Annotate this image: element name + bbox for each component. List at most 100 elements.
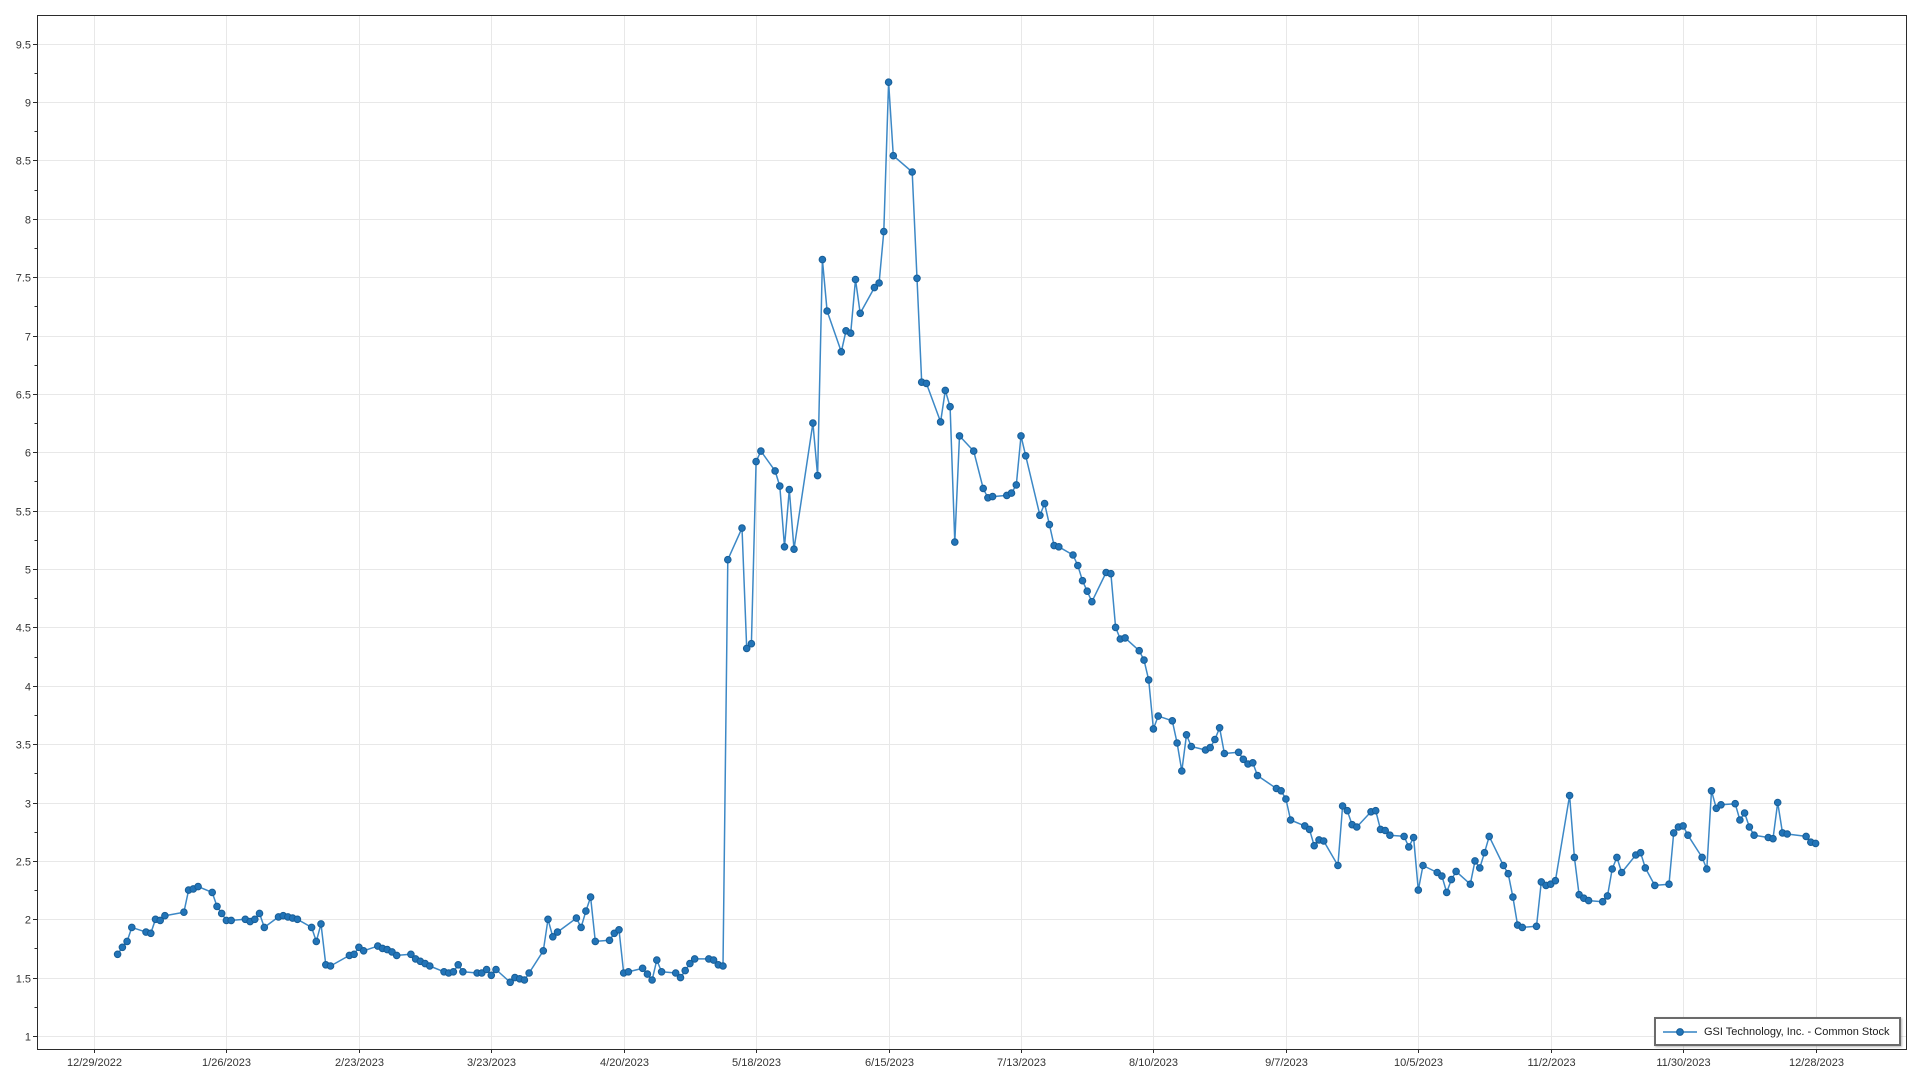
data-point xyxy=(1400,832,1408,841)
data-point xyxy=(1286,816,1295,824)
data-point xyxy=(813,471,822,480)
y-axis-tick-label: 9.5 xyxy=(16,40,31,52)
data-point xyxy=(1750,831,1758,840)
data-point xyxy=(1040,499,1049,508)
data-point xyxy=(671,969,680,977)
data-point xyxy=(1518,923,1527,932)
data-point xyxy=(1107,569,1115,578)
data-point xyxy=(851,275,860,284)
data-point xyxy=(1021,452,1030,460)
data-point xyxy=(251,915,259,924)
x-axis-tick-label: 12/29/2022 xyxy=(67,1057,122,1069)
data-point xyxy=(676,973,685,982)
data-point xyxy=(1045,520,1054,529)
data-point xyxy=(1452,867,1460,876)
data-point xyxy=(657,968,666,976)
data-point xyxy=(1405,843,1413,851)
data-point xyxy=(1811,839,1820,848)
data-point xyxy=(1414,886,1423,894)
data-point xyxy=(260,923,269,932)
data-point xyxy=(487,971,496,980)
data-point xyxy=(572,914,581,922)
data-point xyxy=(1419,861,1427,870)
data-point xyxy=(1802,832,1810,841)
data-point xyxy=(988,492,997,501)
data-point xyxy=(147,929,155,938)
data-point xyxy=(350,950,358,959)
data-point xyxy=(648,976,656,984)
data-point xyxy=(969,447,978,455)
data-point xyxy=(312,937,321,946)
data-point xyxy=(1442,888,1451,897)
data-point xyxy=(582,907,590,915)
data-point xyxy=(875,279,883,287)
data-point xyxy=(752,457,760,466)
data-point xyxy=(1740,809,1749,817)
legend[interactable]: GSI Technology, Inc. - Common Stock xyxy=(1654,1017,1901,1046)
data-point xyxy=(1698,853,1706,862)
data-point xyxy=(326,962,335,970)
data-point xyxy=(1769,834,1777,843)
data-point xyxy=(880,227,888,236)
data-point xyxy=(1551,876,1560,885)
data-point xyxy=(113,950,122,959)
data-point xyxy=(1282,795,1290,803)
data-point xyxy=(317,920,325,928)
data-point xyxy=(1707,787,1716,795)
data-point xyxy=(1641,864,1650,872)
x-axis: 12/29/2022 1/26/2023 2/23/2023 3/23/2023 4/2… xyxy=(67,1049,1844,1069)
data-point xyxy=(161,911,169,920)
data-point xyxy=(908,168,917,176)
y-axis-tick-label: 4 xyxy=(25,682,31,694)
data-point xyxy=(217,909,226,918)
data-point xyxy=(823,307,831,315)
data-point xyxy=(979,484,988,493)
data-point xyxy=(1381,826,1389,835)
data-point xyxy=(194,882,202,891)
data-point xyxy=(1017,432,1025,440)
y-axis-tick-label: 1 xyxy=(25,1032,31,1044)
data-point xyxy=(1717,801,1725,809)
data-point xyxy=(1783,830,1791,838)
data-point xyxy=(1234,748,1243,757)
data-point xyxy=(809,419,817,427)
data-point xyxy=(870,283,879,292)
data-point xyxy=(1178,767,1186,775)
data-point xyxy=(757,447,765,455)
data-point xyxy=(1187,742,1196,751)
data-point xyxy=(653,956,661,964)
data-point xyxy=(1154,712,1162,720)
data-point xyxy=(539,947,548,955)
data-point xyxy=(1135,646,1143,655)
data-point xyxy=(492,965,500,974)
data-point xyxy=(1565,791,1574,800)
data-point xyxy=(615,926,623,934)
data-point xyxy=(837,348,846,356)
x-axis-tick-label: 5/18/2023 xyxy=(732,1057,781,1069)
y-axis-tick-label: 1.5 xyxy=(16,974,31,986)
y-axis-tick-label: 5 xyxy=(25,565,31,577)
data-point xyxy=(1319,837,1328,845)
data-point xyxy=(1669,829,1678,837)
data-point xyxy=(1504,869,1512,878)
y-axis-tick-label: 6.5 xyxy=(16,390,31,402)
data-point xyxy=(1570,853,1579,862)
data-point xyxy=(776,482,784,490)
data-point xyxy=(307,923,316,932)
data-point xyxy=(1684,831,1692,840)
data-point xyxy=(1386,831,1394,840)
data-point xyxy=(506,978,515,987)
data-point xyxy=(709,956,718,964)
data-point xyxy=(638,964,647,973)
y-axis-tick-label: 5.5 xyxy=(16,507,31,519)
data-point xyxy=(742,644,751,653)
data-point xyxy=(1499,861,1508,870)
data-point xyxy=(1745,823,1754,831)
data-point xyxy=(1584,896,1593,905)
y-axis-tick-label: 6 xyxy=(25,448,31,460)
data-point xyxy=(359,947,368,955)
data-point xyxy=(1310,841,1318,850)
data-point xyxy=(1471,857,1479,865)
x-axis-tick-label: 9/7/2023 xyxy=(1265,1057,1308,1069)
